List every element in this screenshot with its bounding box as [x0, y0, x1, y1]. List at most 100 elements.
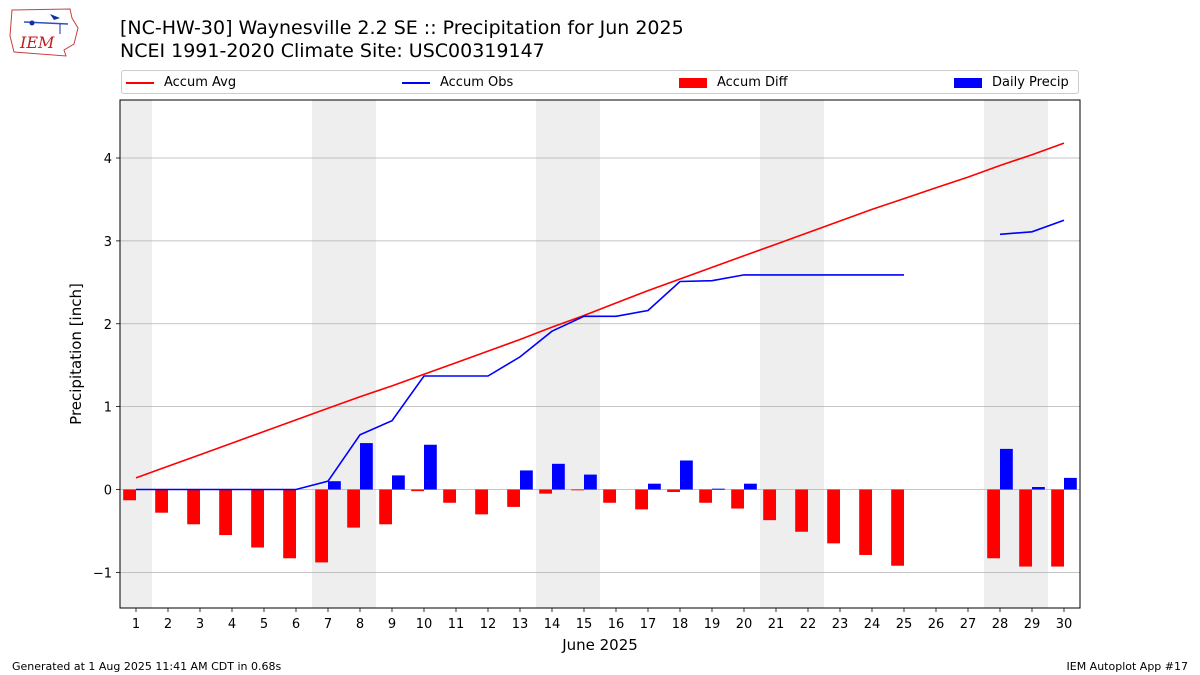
x-tick-label: 6: [292, 617, 300, 632]
legend-label-accum-diff: Accum Diff: [717, 75, 788, 90]
legend-swatch-accum-obs: [402, 81, 430, 84]
accum-diff-bar: [283, 489, 296, 559]
weekend-shade: [120, 100, 152, 608]
x-tick-label: 9: [388, 617, 396, 632]
daily-precip-bar: [680, 460, 693, 490]
daily-precip-bar: [1032, 487, 1045, 490]
accum-diff-bar: [539, 489, 552, 494]
x-tick-label: 21: [768, 617, 785, 632]
x-tick-label: 1: [132, 617, 140, 632]
accum-obs-line: [999, 219, 1065, 236]
accum-diff-bar: [315, 489, 328, 563]
plot-frame: [119, 99, 1081, 609]
x-tick-label: 29: [1024, 617, 1041, 632]
accum-diff-bar: [603, 489, 616, 503]
x-tick-label: 27: [960, 617, 977, 632]
legend-swatch-daily-precip: [954, 77, 982, 88]
legend-label-daily-precip: Daily Precip: [992, 75, 1069, 90]
daily-precip-bar: [648, 483, 661, 490]
accum-obs-line: [136, 274, 904, 491]
daily-precip-bar: [744, 483, 757, 490]
accum-diff-bar: [155, 489, 168, 513]
accum-diff-bar: [123, 489, 136, 501]
x-tick-label: 3: [196, 617, 204, 632]
accum-diff-bar: [859, 489, 872, 555]
weekend-shade: [792, 100, 824, 608]
x-tick-label: 22: [800, 617, 817, 632]
x-tick-label: 17: [640, 617, 657, 632]
legend-item-accum-diff: Accum Diff: [679, 74, 788, 92]
x-axis-label: June 2025: [561, 636, 638, 654]
accum-diff-bar: [571, 489, 584, 491]
x-tick-label: 18: [672, 617, 689, 632]
legend-item-accum-avg: Accum Avg: [126, 74, 236, 92]
daily-precip-bar: [392, 475, 405, 490]
chart-subtitle: NCEI 1991-2020 Climate Site: USC00319147: [120, 40, 545, 62]
y-tick-label: 1: [104, 401, 112, 416]
accum-diff-bar: [187, 489, 200, 525]
accum-diff-bar: [475, 489, 488, 515]
x-tick-label: 14: [544, 617, 561, 632]
legend-item-accum-obs: Accum Obs: [402, 74, 513, 92]
accum-diff-bar: [699, 489, 712, 503]
weekend-shade: [760, 100, 792, 608]
accum-diff-bar: [763, 489, 776, 521]
accum-diff-bar: [251, 489, 264, 548]
x-tick-label: 24: [864, 617, 881, 632]
iem-logo: IEM: [8, 6, 82, 62]
daily-precip-bar: [1064, 477, 1077, 490]
y-tick-label: −1: [93, 566, 112, 581]
weekend-shade: [344, 100, 376, 608]
chart-title: [NC-HW-30] Waynesville 2.2 SE :: Precipi…: [120, 17, 684, 39]
chart-legend: Accum Avg Accum Obs Accum Diff Daily Pre…: [121, 70, 1079, 94]
x-tick-label: 13: [512, 617, 529, 632]
weekend-shade: [536, 100, 568, 608]
x-tick-label: 2: [164, 617, 172, 632]
legend-swatch-accum-avg: [126, 81, 154, 84]
daily-precip-bar: [328, 481, 341, 490]
daily-precip-bar: [584, 474, 597, 490]
daily-precip-bar: [424, 444, 437, 490]
legend-label-accum-obs: Accum Obs: [440, 75, 514, 90]
y-tick-label: 3: [104, 235, 112, 250]
x-tick-label: 28: [992, 617, 1009, 632]
x-tick-label: 20: [736, 617, 753, 632]
x-tick-label: 30: [1056, 617, 1073, 632]
accum-diff-bar: [987, 489, 1000, 559]
daily-precip-bar: [520, 470, 533, 490]
x-tick-label: 5: [260, 617, 268, 632]
legend-swatch-accum-diff: [679, 77, 707, 88]
x-tick-label: 23: [832, 617, 849, 632]
accum-avg-line: [135, 142, 1065, 479]
x-tick-label: 10: [416, 617, 433, 632]
y-tick-label: 4: [104, 152, 112, 167]
x-tick-label: 12: [480, 617, 497, 632]
accum-diff-bar: [219, 489, 232, 536]
x-tick-label: 8: [356, 617, 364, 632]
y-axis-label: Precipitation [inch]: [67, 283, 85, 425]
app-label: IEM Autoplot App #17: [1066, 660, 1189, 673]
x-tick-label: 19: [704, 617, 721, 632]
accum-diff-bar: [443, 489, 456, 503]
accum-diff-bar: [347, 489, 360, 528]
y-tick-label: 0: [104, 483, 112, 498]
accum-diff-bar: [667, 489, 680, 492]
daily-precip-bar: [552, 463, 565, 490]
accum-diff-bar: [731, 489, 744, 509]
daily-precip-bar: [1000, 448, 1013, 490]
accum-diff-bar: [827, 489, 840, 544]
accum-diff-bar: [795, 489, 808, 532]
svg-text:IEM: IEM: [19, 33, 55, 52]
legend-item-daily-precip: Daily Precip: [954, 74, 1069, 92]
accum-diff-bar: [411, 489, 424, 492]
accum-diff-bar: [1051, 489, 1064, 567]
x-tick-label: 11: [448, 617, 465, 632]
accum-diff-bar: [891, 489, 904, 566]
accum-diff-bar: [507, 489, 520, 507]
x-tick-label: 15: [576, 617, 593, 632]
x-tick-label: 26: [928, 617, 945, 632]
x-tick-label: 4: [228, 617, 236, 632]
generated-timestamp: Generated at 1 Aug 2025 11:41 AM CDT in …: [12, 660, 282, 673]
accum-diff-bar: [635, 489, 648, 510]
